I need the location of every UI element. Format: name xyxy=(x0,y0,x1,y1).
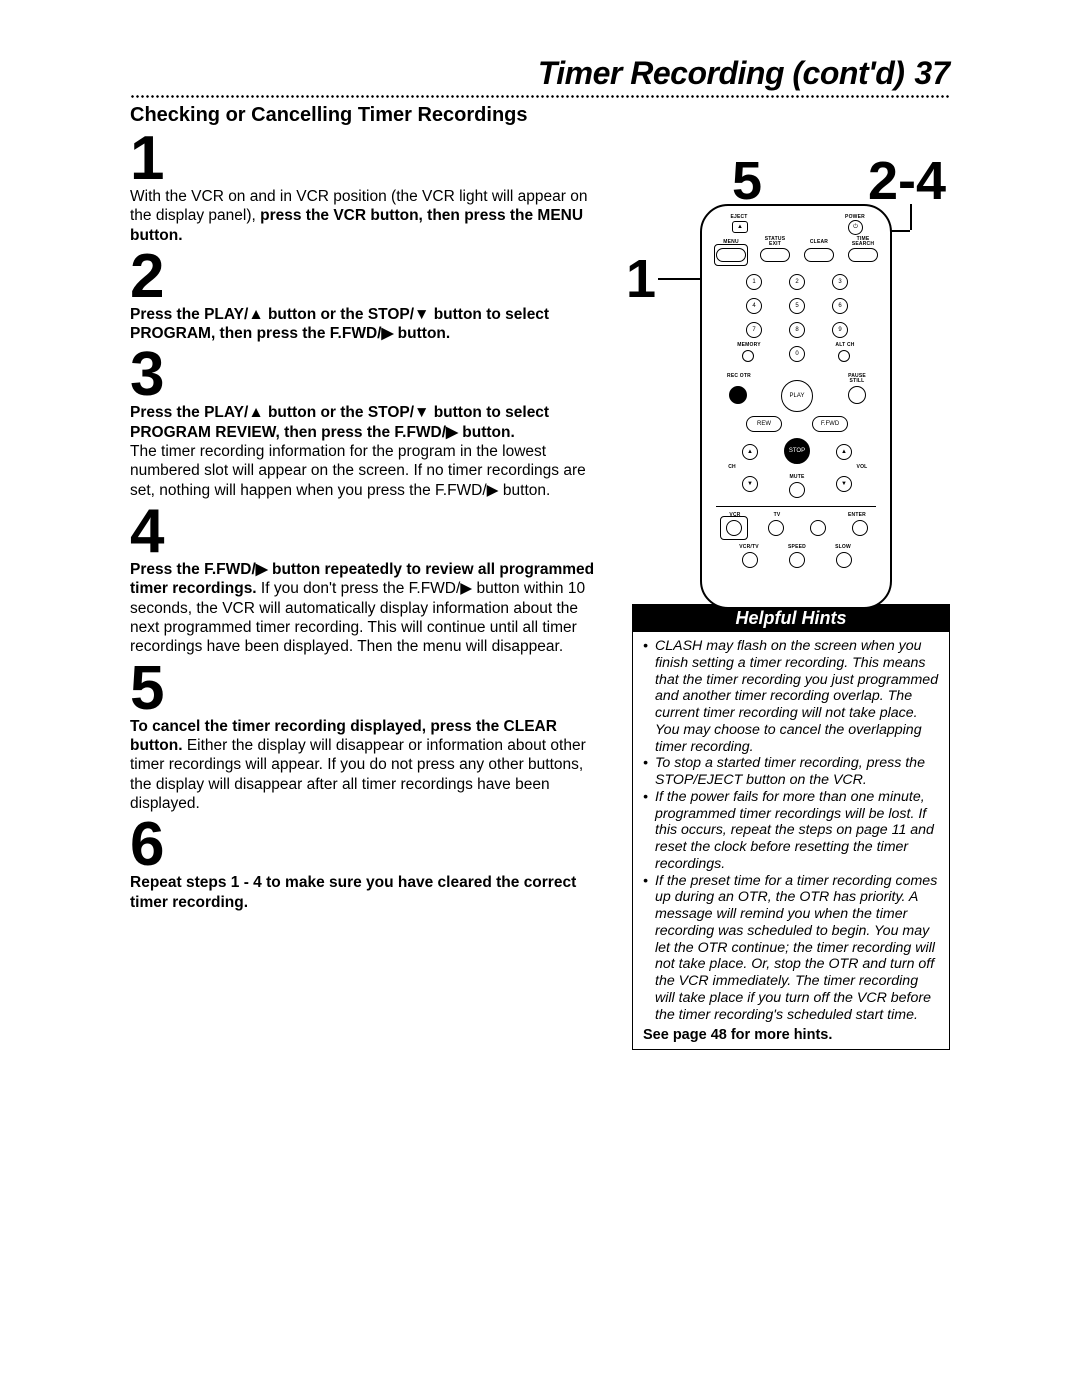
memory-button[interactable] xyxy=(742,350,754,362)
clear-button[interactable] xyxy=(804,248,834,262)
step-number: 1 xyxy=(130,131,604,187)
vol-down[interactable]: ▼ xyxy=(836,476,852,492)
step-number: 6 xyxy=(130,817,604,873)
step-number: 2 xyxy=(130,249,604,305)
vcr-outline xyxy=(720,516,748,540)
time-search-button[interactable] xyxy=(848,248,878,262)
aux-button[interactable] xyxy=(810,520,826,536)
step-text: Either the display will disappear or inf… xyxy=(130,737,586,812)
play-label: PLAY xyxy=(790,393,805,399)
num-4[interactable]: 4 xyxy=(746,298,762,314)
num-1[interactable]: 1 xyxy=(746,274,762,290)
num-5[interactable]: 5 xyxy=(789,298,805,314)
hint-item: If the power fails for more than one min… xyxy=(643,789,939,873)
speed-label: SPEED xyxy=(782,544,812,550)
tv-label: TV xyxy=(762,512,792,518)
rew-button[interactable]: REW xyxy=(746,416,782,432)
ch-down[interactable]: ▼ xyxy=(742,476,758,492)
hints-footer: See page 48 for more hints. xyxy=(643,1027,939,1043)
step-3: 3 Press the PLAY/▲ button or the STOP/▼ … xyxy=(130,347,604,500)
enter-button[interactable] xyxy=(852,520,868,536)
hint-item: To stop a started timer recording, press… xyxy=(643,755,939,789)
hints-title: Helpful Hints xyxy=(633,605,949,632)
step-2: 2 Press the PLAY/▲ button or the STOP/▼ … xyxy=(130,249,604,344)
status-exit-button[interactable] xyxy=(760,248,790,262)
step-text-bold: Repeat steps 1 - 4 to make sure you have… xyxy=(130,874,576,910)
ffwd-button[interactable]: F.FWD xyxy=(812,416,848,432)
num-3[interactable]: 3 xyxy=(832,274,848,290)
dotted-rule xyxy=(130,94,950,98)
stop-button[interactable]: STOP xyxy=(784,438,810,464)
num-7[interactable]: 7 xyxy=(746,322,762,338)
step-text-bold: Press the PLAY/▲ button or the STOP/▼ bu… xyxy=(130,404,549,440)
subheading: Checking or Cancelling Timer Recordings xyxy=(130,104,604,127)
leader-line xyxy=(910,204,912,230)
mute-button[interactable] xyxy=(789,482,805,498)
tv-button[interactable] xyxy=(768,520,784,536)
altch-label: ALT CH xyxy=(830,342,860,348)
num-8[interactable]: 8 xyxy=(789,322,805,338)
page-header-title: Timer Recording (cont'd) xyxy=(538,55,905,92)
helpful-hints-box: Helpful Hints CLASH may flash on the scr… xyxy=(632,604,950,1050)
divider xyxy=(716,506,876,507)
step-4: 4 Press the F.FWD/▶ button repeatedly to… xyxy=(130,504,604,657)
slow-button[interactable] xyxy=(836,552,852,568)
rec-label: REC OTR xyxy=(724,374,754,379)
pause-label: PAUSE STILL xyxy=(842,374,872,383)
step-5: 5 To cancel the timer recording displaye… xyxy=(130,661,604,814)
menu-outline xyxy=(714,244,748,266)
step-number: 3 xyxy=(130,347,604,403)
num-0[interactable]: 0 xyxy=(789,346,805,362)
power-button[interactable]: ⏻ xyxy=(848,220,863,235)
eject-button[interactable]: ▲ xyxy=(732,221,748,233)
speed-button[interactable] xyxy=(789,552,805,568)
ch-up[interactable]: ▲ xyxy=(742,444,758,460)
num-9[interactable]: 9 xyxy=(832,322,848,338)
step-text: The timer recording information for the … xyxy=(130,443,586,499)
memory-label: MEMORY xyxy=(734,342,764,348)
play-button[interactable]: PLAY xyxy=(781,380,813,412)
step-number: 5 xyxy=(130,661,604,717)
slow-label: SLOW xyxy=(828,544,858,550)
pause-button[interactable] xyxy=(848,386,866,404)
steps-column: Checking or Cancelling Timer Recordings … xyxy=(130,104,604,1050)
status-exit-label: STATUS EXIT xyxy=(760,237,790,246)
page-number: 37 xyxy=(914,55,950,92)
step-6: 6 Repeat steps 1 - 4 to make sure you ha… xyxy=(130,817,604,912)
vcrtv-button[interactable] xyxy=(742,552,758,568)
right-column: 5 2-4 1 EJECT ▲ POWER ⏻ xyxy=(632,104,950,1050)
hint-item: If the preset time for a timer recording… xyxy=(643,873,939,1024)
eject-label: EJECT xyxy=(724,214,754,220)
callout-2-4: 2-4 xyxy=(868,150,946,212)
remote-control: EJECT ▲ POWER ⏻ MENU STATUS EXIT CLEAR T… xyxy=(700,204,892,609)
hint-item: CLASH may flash on the screen when you f… xyxy=(643,638,939,755)
callout-1: 1 xyxy=(626,248,656,310)
page-header: Timer Recording (cont'd) 37 xyxy=(130,55,950,92)
vcrtv-label: VCR/TV xyxy=(734,544,764,550)
ch-label: CH xyxy=(722,464,742,470)
altch-button[interactable] xyxy=(838,350,850,362)
num-2[interactable]: 2 xyxy=(789,274,805,290)
remote-diagram: 5 2-4 1 EJECT ▲ POWER ⏻ xyxy=(632,104,950,544)
rec-button[interactable] xyxy=(729,386,747,404)
step-text-bold: Press the PLAY/▲ button or the STOP/▼ bu… xyxy=(130,306,549,342)
step-number: 4 xyxy=(130,504,604,560)
time-search-label: TIME SEARCH xyxy=(848,237,878,246)
num-6[interactable]: 6 xyxy=(832,298,848,314)
mute-label: MUTE xyxy=(782,474,812,480)
step-1: 1 With the VCR on and in VCR position (t… xyxy=(130,131,604,245)
clear-label: CLEAR xyxy=(804,239,834,245)
vol-up[interactable]: ▲ xyxy=(836,444,852,460)
vol-label: VOL xyxy=(852,464,872,470)
callout-5: 5 xyxy=(732,150,762,212)
enter-label: ENTER xyxy=(842,512,872,518)
